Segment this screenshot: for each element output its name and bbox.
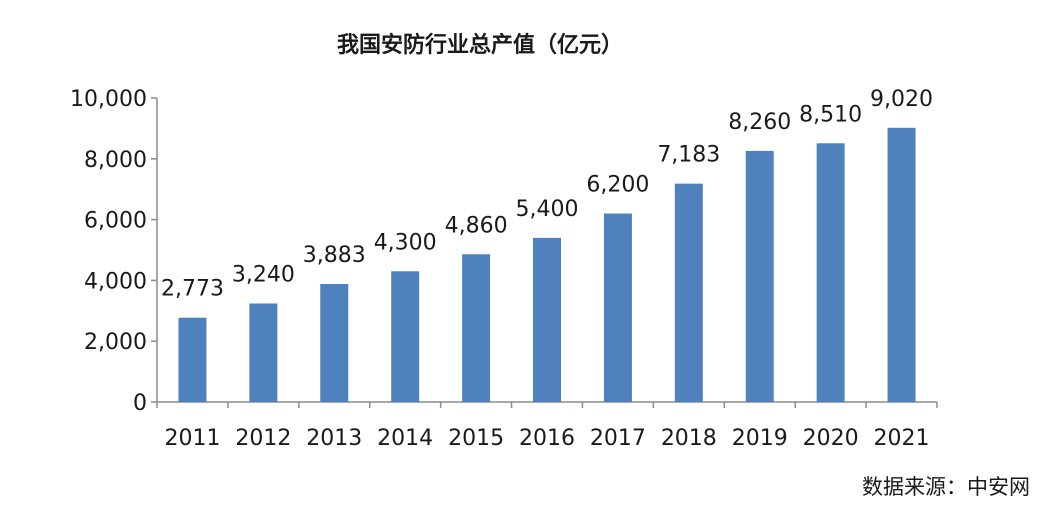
- y-tick-label: 0: [133, 391, 147, 416]
- x-tick-label: 2021: [874, 426, 930, 451]
- x-tick-label: 2013: [306, 426, 362, 451]
- y-tick-label: 6,000: [84, 209, 147, 234]
- x-tick-label: 2017: [590, 426, 646, 451]
- y-tick-label: 10,000: [70, 87, 147, 112]
- bar: [533, 237, 561, 402]
- data-label: 8,510: [799, 102, 862, 127]
- x-tick-label: 2018: [661, 426, 717, 451]
- y-tick-label: 4,000: [84, 269, 147, 294]
- x-tick-label: 2015: [448, 426, 504, 451]
- bars: [178, 127, 916, 403]
- data-label: 2,773: [161, 277, 224, 302]
- y-axis: 0 2,000 4,000 6,000 8,000 10,000: [70, 87, 158, 416]
- x-tick-label: 2019: [732, 426, 788, 451]
- bar: [249, 303, 278, 402]
- data-label: 4,860: [445, 213, 508, 238]
- data-label: 5,400: [516, 197, 579, 222]
- data-label: 8,260: [728, 110, 791, 135]
- data-label: 3,240: [232, 263, 295, 288]
- bar: [603, 213, 632, 402]
- bar: [816, 143, 845, 402]
- y-tick-label: 8,000: [84, 148, 147, 173]
- chart-title: 我国安防行业总产值（亿元）: [337, 32, 623, 58]
- bar: [462, 254, 491, 402]
- x-tick-label: 2011: [164, 426, 220, 451]
- data-label: 7,183: [657, 143, 720, 168]
- x-tick-label: 2014: [377, 426, 433, 451]
- source-note: 数据来源：中安网: [862, 475, 1030, 499]
- x-tick-label: 2012: [235, 426, 291, 451]
- y-tick-label: 2,000: [84, 330, 147, 355]
- bar: [887, 127, 916, 403]
- bar: [745, 150, 774, 402]
- data-label: 9,020: [870, 87, 933, 112]
- data-labels: 2,773 3,240 3,883 4,300 4,860 5,400 6,200 7,183…: [161, 87, 933, 302]
- x-axis: 2011 2012 2013 2014 2015 2016 2017 2018 2019 2020…: [156, 401, 938, 451]
- data-label: 4,300: [374, 230, 437, 255]
- bar: [178, 317, 207, 402]
- data-label: 3,883: [303, 243, 366, 268]
- data-label: 6,200: [586, 173, 649, 198]
- x-tick-label: 2016: [519, 426, 575, 451]
- bar: [674, 183, 703, 402]
- bar: [320, 283, 349, 402]
- bar: [391, 271, 420, 402]
- x-tick-label: 2020: [803, 426, 859, 451]
